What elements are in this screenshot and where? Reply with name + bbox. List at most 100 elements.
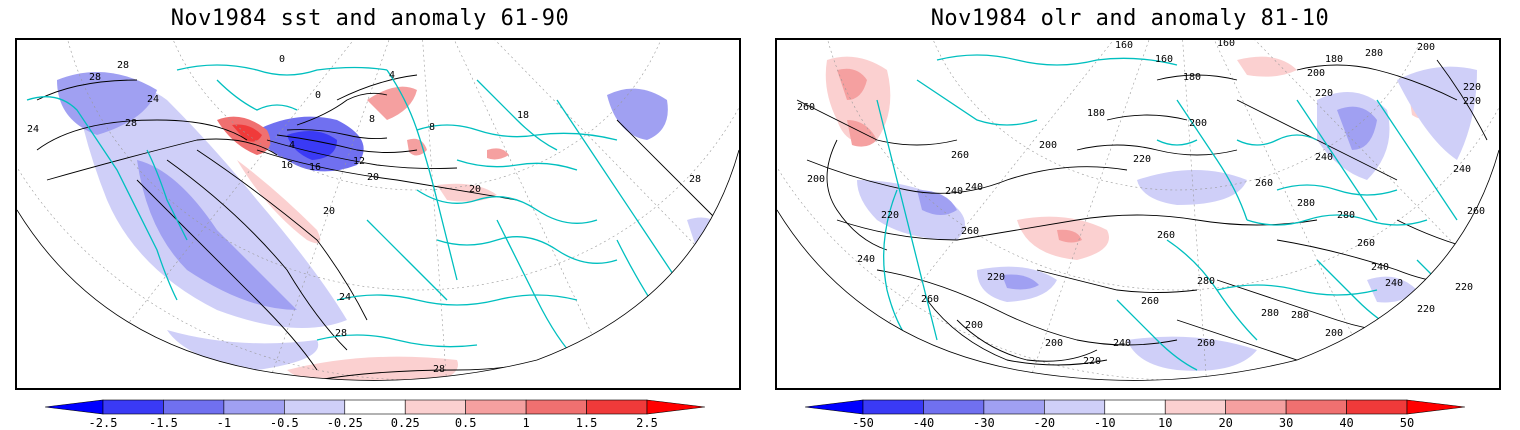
olr-contour-label: 160: [1115, 40, 1133, 51]
olr-contour-label: 220: [1417, 304, 1435, 315]
olr-contour-label: 220: [1455, 282, 1473, 293]
olr-panel-title: Nov1984 olr and anomaly 81-10: [930, 6, 1330, 31]
sst-colorbar-segment: [163, 399, 225, 415]
olr-contour-label: 200: [1039, 140, 1057, 151]
olr-pos-anomaly-north: [1237, 56, 1297, 77]
sst-colorbar-segment: [586, 399, 648, 415]
olr-contour-label: 220: [1463, 82, 1481, 93]
sst-colorbar-label: 0.5: [455, 416, 477, 428]
sst-contour-label: 28: [689, 174, 701, 185]
sst-contour-label: 0: [315, 90, 321, 101]
olr-contour-label: 200: [1307, 68, 1325, 79]
sst-contour-label: 8: [369, 114, 375, 125]
olr-contour-label: 260: [1197, 338, 1215, 349]
olr-colorbar-label: -50: [852, 416, 874, 428]
olr-contour-label: 280: [1337, 210, 1355, 221]
olr-neg-anomaly-siberia-core: [1337, 106, 1377, 150]
olr-contour-label: 200: [965, 320, 983, 331]
sst-map-frame: 28 28 24 24 28 0 0 4 8 12 16 20 20 24 28…: [15, 38, 741, 390]
olr-contour-label: 260: [797, 102, 815, 113]
olr-neg-anomaly-south: [1127, 336, 1257, 371]
olr-colorbar-segment: [1044, 399, 1106, 415]
sst-colorbar: -2.5 -1.5 -1 -0.5 -0.25 0.25 0.5 1 1.5 2.5: [45, 399, 705, 428]
olr-contour-label: 200: [1189, 118, 1207, 129]
sst-colorbar-segment: [404, 399, 466, 415]
sst-colorbar-segment: [223, 399, 285, 415]
sst-contour-label: 28: [125, 118, 137, 129]
sst-neg-anomaly-siberia: [607, 88, 668, 140]
olr-contour-label: 180: [1183, 72, 1201, 83]
sst-pos-anomaly-baltic: [407, 138, 427, 156]
olr-contour-label: 220: [987, 272, 1005, 283]
olr-contour-label: 260: [1255, 178, 1273, 189]
olr-neg-anomaly-indochina: [1367, 276, 1417, 303]
sst-contour-label: 24: [27, 124, 39, 135]
sst-colorbar-segment: [284, 399, 346, 415]
olr-contour-label: 260: [921, 294, 939, 305]
olr-contour-label: 260: [1467, 206, 1485, 217]
sst-contour-label: 28: [117, 60, 129, 71]
olr-contour-label: 240: [945, 186, 963, 197]
olr-neg-anomaly-america: [857, 180, 965, 240]
olr-panel: Nov1984 olr and anomaly 81-10: [760, 0, 1501, 430]
sst-contour-label: 16: [281, 160, 293, 171]
olr-colorbar-segment: [1164, 399, 1226, 415]
olr-contour-label: 240: [857, 254, 875, 265]
sst-colorbar-label: 1: [522, 416, 529, 428]
olr-contour-label: 240: [1315, 152, 1333, 163]
olr-colorbar-segment: [1225, 399, 1287, 415]
sst-colorbar-segment: [102, 399, 164, 415]
olr-contour-label: 240: [1371, 262, 1389, 273]
olr-contour-label: 220: [881, 210, 899, 221]
olr-contour-label: 200: [807, 174, 825, 185]
sst-pos-anomaly-deep: [232, 124, 262, 142]
sst-panel: Nov1984 sst and anomaly 61-90: [0, 0, 741, 430]
sst-colorbar-label: -1.5: [149, 416, 178, 428]
olr-pos-anomaly-west: [847, 120, 877, 147]
olr-colorbar-segment: [923, 399, 985, 415]
sst-contour-label: 16: [309, 162, 321, 173]
sst-colorbar-segment: [344, 399, 406, 415]
olr-colorbar-segment: [1104, 399, 1166, 415]
sst-colorbar-label: 1.5: [576, 416, 598, 428]
olr-contour-label: 260: [961, 226, 979, 237]
olr-contour-label: 260: [1141, 296, 1159, 307]
olr-contour-label: 260: [951, 150, 969, 161]
olr-contour-label: 280: [1365, 48, 1383, 59]
sst-panel-title: Nov1984 sst and anomaly 61-90: [170, 6, 570, 31]
olr-colorbar-segment: [862, 399, 924, 415]
olr-neg-anomaly-east: [1397, 66, 1477, 160]
sst-pos-anomaly-med: [437, 183, 497, 202]
olr-colorbar-label: 30: [1279, 416, 1293, 428]
olr-contour-label: 180: [1325, 54, 1343, 65]
olr-colorbar-segment: [1285, 399, 1347, 415]
sst-contour-label: 0: [279, 54, 285, 65]
sst-pos-anomaly-black-sea: [487, 148, 509, 160]
olr-map-frame: 160 160 160 180 200 180 280 200 220 220 …: [775, 38, 1501, 390]
olr-contour-label: 160: [1217, 40, 1235, 49]
sst-neg-anomaly-north: [57, 72, 157, 135]
olr-contour-label: 280: [1297, 198, 1315, 209]
sst-contour-label: 4: [289, 140, 295, 151]
olr-contour-label: 220: [1083, 356, 1101, 367]
olr-contour-label: 240: [1385, 278, 1403, 289]
olr-contour-label: 200: [1045, 338, 1063, 349]
olr-neg-anomaly-asia: [1137, 170, 1247, 205]
olr-colorbar-label: 10: [1158, 416, 1172, 428]
sst-neg-anomaly-atlantic: [77, 85, 347, 328]
olr-colorbar-low-extend: [805, 399, 864, 415]
sst-pos-anomaly-tail: [237, 160, 321, 244]
olr-colorbar-segment: [1346, 399, 1408, 415]
olr-contour-label: 280: [1197, 276, 1215, 287]
sst-contour-label: 24: [339, 292, 351, 303]
olr-colorbar-segment: [983, 399, 1045, 415]
sst-neg-anomaly-africa: [167, 330, 319, 370]
olr-contour-label: 220: [1463, 96, 1481, 107]
sst-contour-label: 28: [433, 364, 445, 375]
sst-colorbar-label: -2.5: [89, 416, 118, 428]
sst-contour-label: 20: [469, 184, 481, 195]
olr-colorbar-label: -10: [1094, 416, 1116, 428]
olr-map: 160 160 160 180 200 180 280 200 220 220 …: [777, 40, 1499, 381]
sst-contour-label: 12: [353, 156, 365, 167]
olr-colorbar-label: 50: [1400, 416, 1414, 428]
